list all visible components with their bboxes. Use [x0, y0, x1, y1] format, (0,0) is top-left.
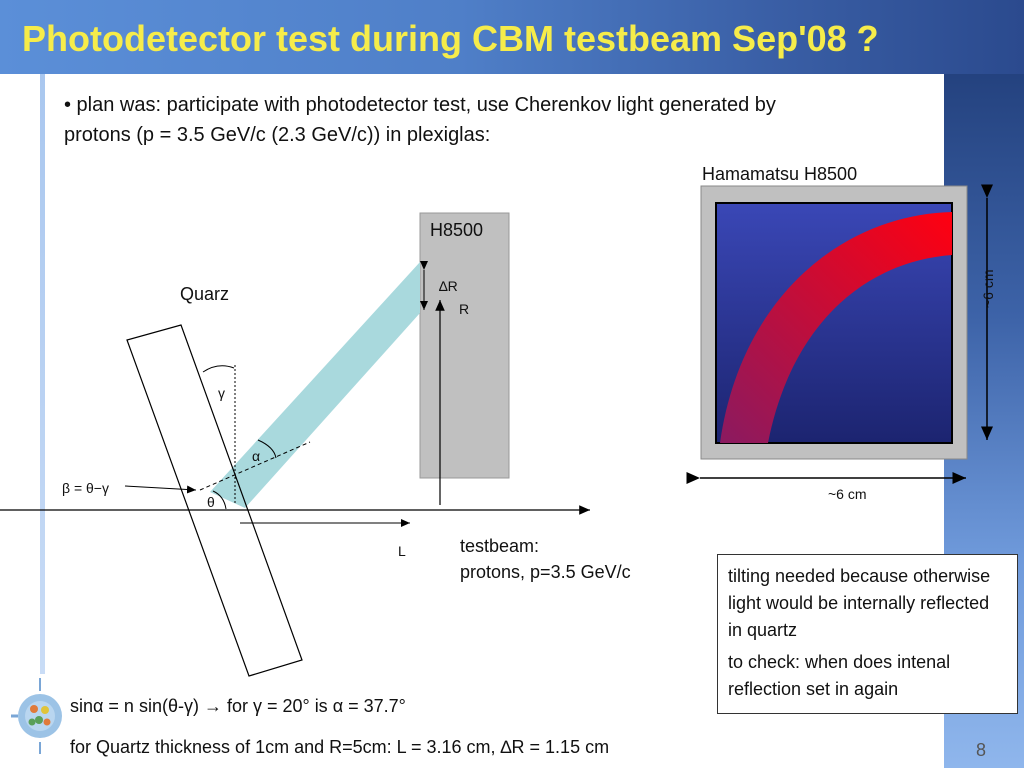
cherenkov-ring-arc — [720, 212, 952, 443]
left-decor-rule — [40, 74, 45, 674]
l-label: L — [398, 543, 406, 559]
pmt-height-label: ~6 cm — [980, 269, 996, 308]
title-bar: Photodetector test during CBM testbeam S… — [0, 0, 1024, 74]
normal-dashed-line — [199, 441, 311, 491]
bullet-text: • plan was: participate with photodetect… — [64, 94, 776, 146]
cbm-logo-icon — [11, 678, 62, 754]
cherenkov-light-cone — [210, 262, 420, 508]
testbeam-protons-label: protons, p=3.5 GeV/c — [460, 562, 631, 582]
quartz-plate — [126, 324, 303, 677]
alpha-label: α — [252, 448, 261, 464]
beta-arrow — [124, 485, 197, 494]
note-tilting: tilting needed because otherwise light w… — [728, 566, 991, 640]
delta-r-label: ∆R — [439, 278, 458, 294]
r-label: R — [459, 301, 470, 317]
alpha-arc — [257, 439, 277, 459]
page-number: 8 — [976, 740, 987, 760]
testbeam-label: testbeam: — [460, 536, 540, 556]
gamma-label: γ — [218, 385, 225, 401]
h8500-label: H8500 — [430, 220, 484, 240]
theta-label: θ — [207, 494, 215, 510]
theta-arc — [212, 490, 227, 510]
h8500-detector-block — [419, 212, 510, 479]
gamma-arc — [202, 365, 235, 373]
formula-quartz-thickness: for Quartz thickness of 1cm and R=5cm: L… — [70, 737, 610, 757]
note-to-check: to check: when does intenal reflection s… — [728, 652, 951, 699]
note-box: tilting needed because otherwise light w… — [717, 554, 1018, 714]
quarz-label: Quarz — [180, 284, 230, 304]
slide-title: Photodetector test during CBM testbeam S… — [22, 18, 879, 59]
beta-equation-label: β = θ−γ — [62, 480, 109, 496]
pmt-width-label: ~6 cm — [828, 486, 867, 502]
hamamatsu-label: Hamamatsu H8500 — [702, 164, 858, 184]
formula-snell: sinα = n sin(θ-γ) → for γ = 20° is α = 3… — [70, 696, 406, 716]
